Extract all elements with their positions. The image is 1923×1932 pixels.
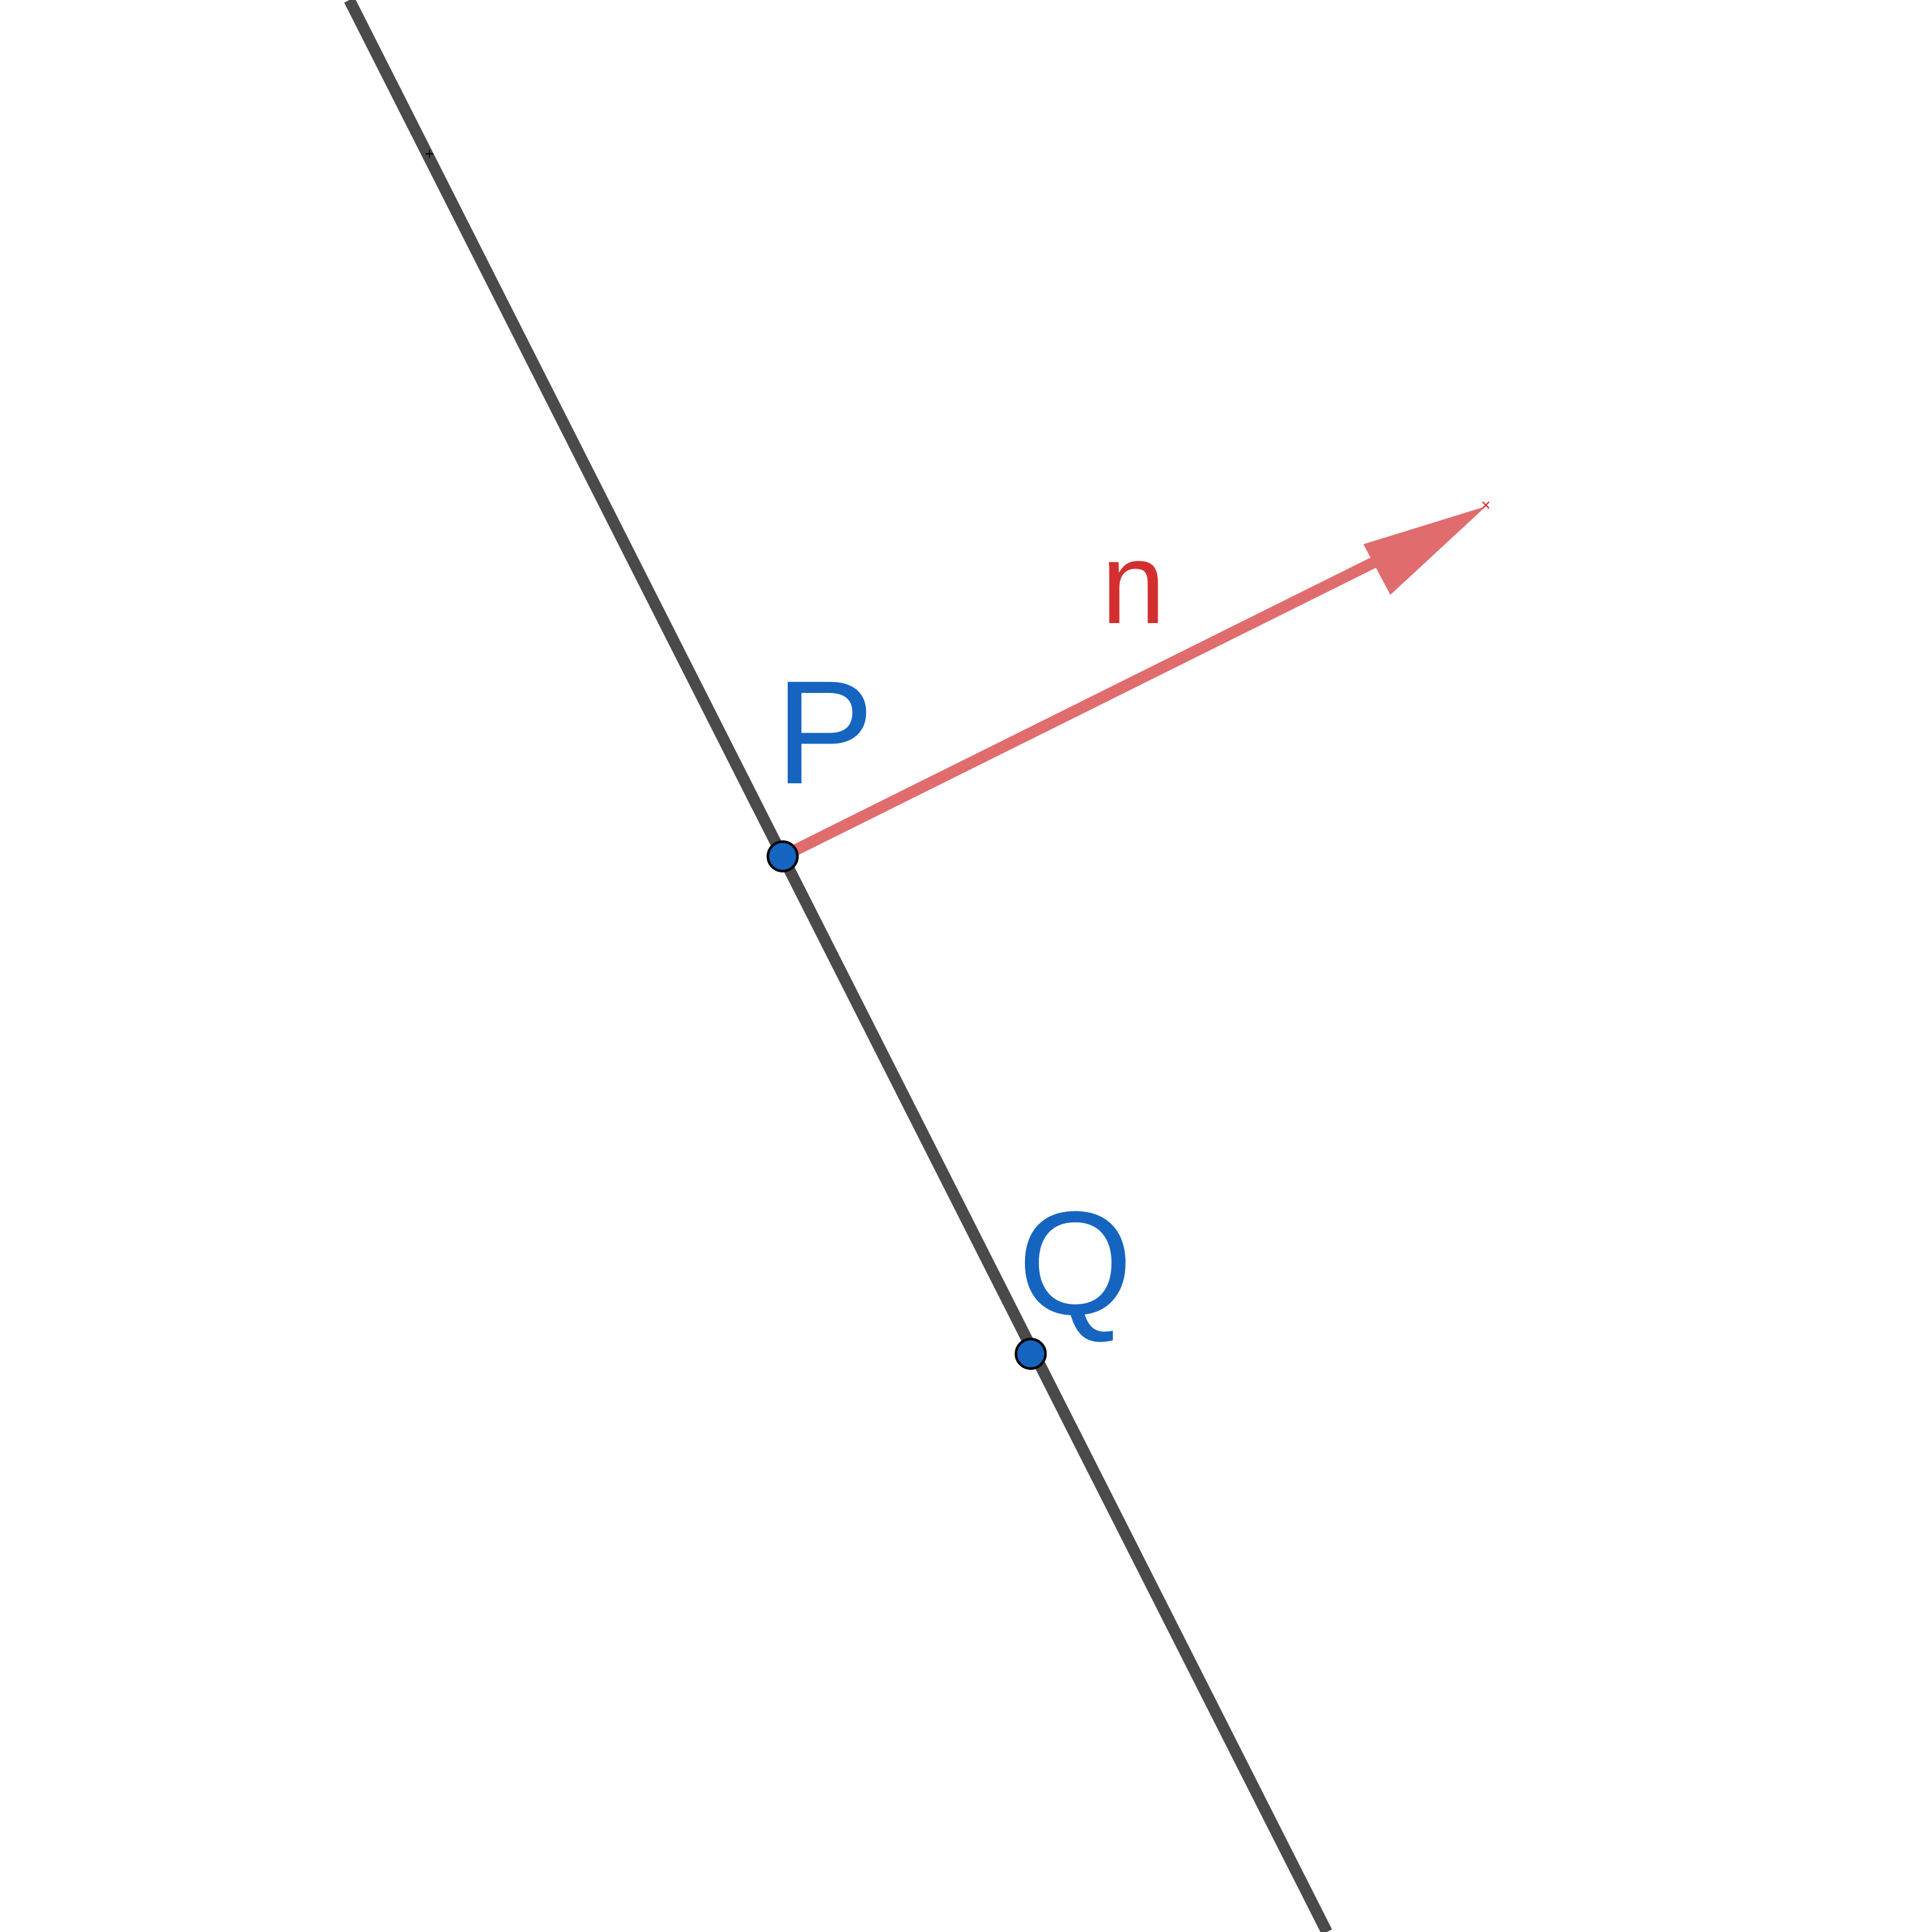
point-p-label: P [776, 650, 874, 815]
normal-vector-label: n [1101, 519, 1165, 648]
normal-vector-arrowhead [1363, 506, 1486, 595]
point-q-label: Q [1018, 1181, 1133, 1345]
point-p[interactable] [767, 840, 799, 872]
normal-vector [779, 501, 1490, 862]
vector-tip-marker [1482, 501, 1490, 509]
line-through-p-q [344, 0, 1333, 1932]
line-tick-marker [426, 150, 433, 158]
normal-vector-shaft [779, 552, 1386, 862]
point-q[interactable] [1015, 1338, 1047, 1370]
